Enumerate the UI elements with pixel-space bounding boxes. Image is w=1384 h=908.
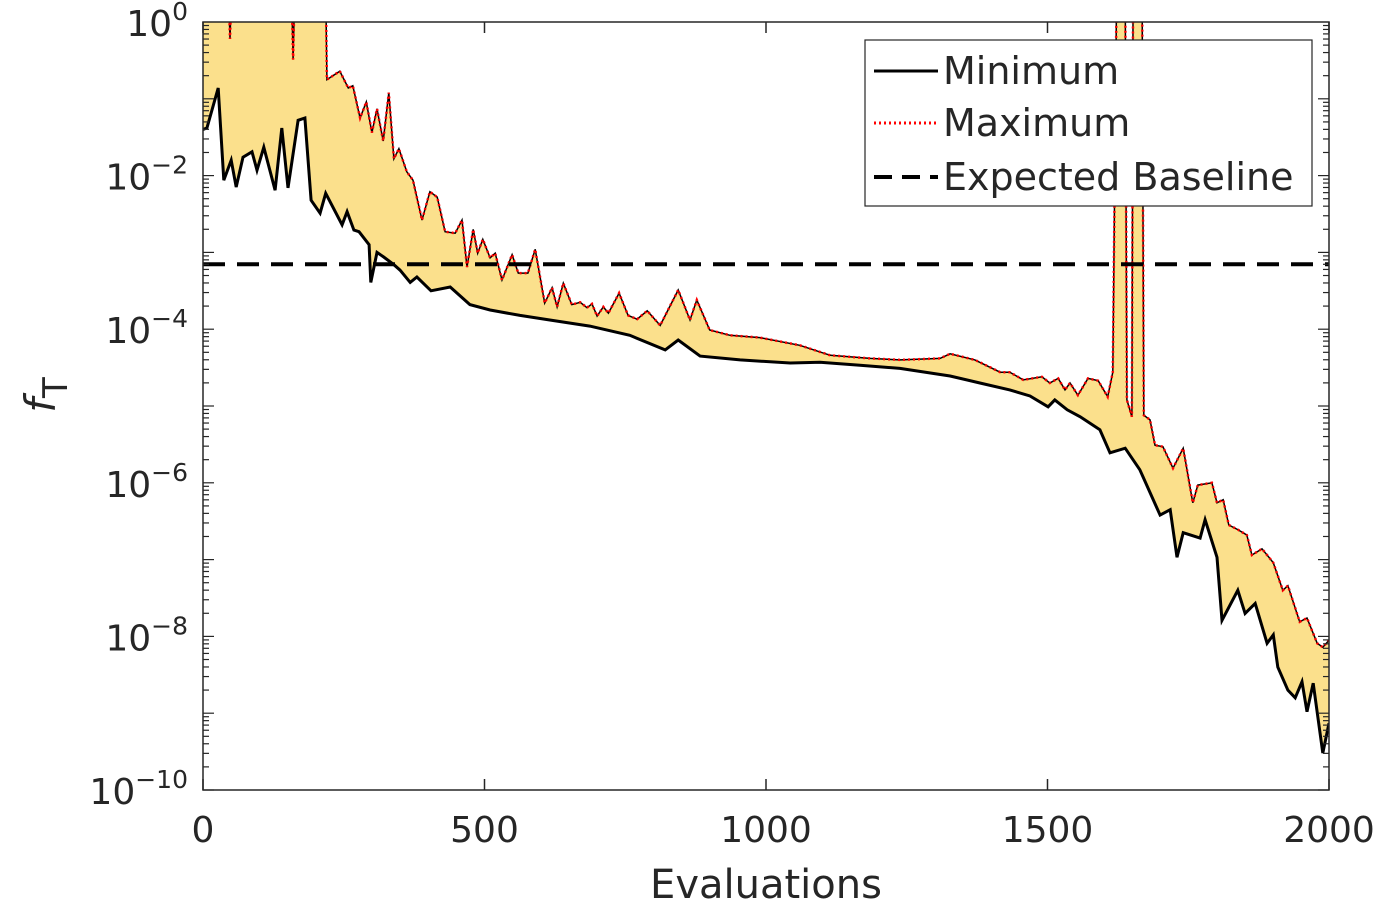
axis-ticks [202, 22, 1330, 791]
svg-text:fT: fT [16, 377, 76, 413]
legend-label: Minimum [943, 49, 1119, 93]
legend-item: Maximum [874, 101, 1130, 145]
x-tick-label: 1000 [720, 810, 812, 851]
y-tick-exponent: −4 [151, 304, 188, 333]
y-tick-exponent: −6 [151, 458, 188, 487]
y-tick-base: 10 [126, 4, 172, 45]
y-tick-label: 10−10 [89, 765, 188, 813]
x-tick-labels: 0 500 1000 1500 2000 [192, 810, 1375, 851]
x-tick-label: 1500 [1002, 810, 1094, 851]
y-tick-base: 10 [105, 311, 151, 352]
y-tick-exponent: −8 [151, 611, 188, 640]
legend-item: Expected Baseline [874, 155, 1293, 199]
y-tick-base: 10 [105, 158, 151, 199]
y-tick-base: 10 [105, 618, 151, 659]
x-axis-label: Evaluations [650, 862, 882, 904]
x-tick-label: 500 [450, 810, 519, 851]
plot-area [203, 22, 1329, 754]
legend-box [864, 39, 1313, 207]
legend-label: Maximum [943, 101, 1130, 145]
y-tick-label: 10−2 [105, 151, 188, 199]
y-tick-label: 10−4 [105, 304, 188, 352]
minimum-series-line [203, 87, 1329, 754]
y-tick-base: 10 [105, 465, 151, 506]
x-tick-label: 0 [192, 810, 215, 851]
x-tick-label: 2000 [1283, 810, 1375, 851]
y-tick-exponent: −10 [135, 765, 188, 794]
legend-item: Minimum [874, 49, 1119, 93]
y-tick-exponent: −2 [151, 151, 188, 180]
y-tick-label: 100 [126, 0, 188, 45]
y-tick-exponent: 0 [172, 0, 188, 26]
y-tick-label: 10−8 [105, 611, 188, 659]
legend-label: Expected Baseline [943, 155, 1293, 199]
y-axis-label: fT [16, 377, 76, 413]
y-tick-label: 10−6 [105, 458, 188, 506]
maximum-series-line [228, 22, 1329, 649]
min-max-band [203, 22, 1329, 754]
legend: Minimum Maximum Expected Baseline [864, 39, 1313, 207]
y-axis-label-subscript: T [36, 377, 76, 399]
y-tick-base: 10 [89, 772, 135, 813]
